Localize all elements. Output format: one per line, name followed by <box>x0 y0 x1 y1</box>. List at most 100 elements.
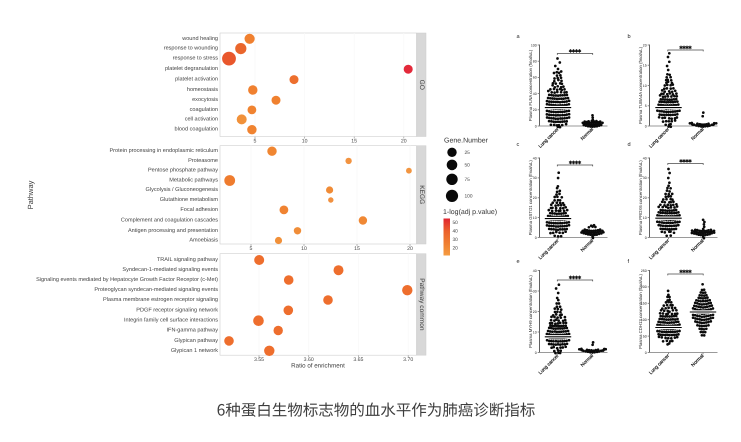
svg-text:response to stress: response to stress <box>173 56 219 62</box>
svg-text:KEGG: KEGG <box>418 185 425 204</box>
svg-text:100: 100 <box>531 43 537 47</box>
svg-text:5: 5 <box>250 246 253 252</box>
svg-text:3.65: 3.65 <box>353 357 363 363</box>
svg-text:0: 0 <box>535 236 537 240</box>
svg-text:150: 150 <box>641 302 647 306</box>
svg-text:blood coagulation: blood coagulation <box>175 126 219 133</box>
svg-text:10: 10 <box>302 138 308 144</box>
svg-text:Protein processing in endoplas: Protein processing in endoplasmic reticu… <box>109 147 218 154</box>
svg-text:40: 40 <box>533 269 537 273</box>
svg-text:cell activation: cell activation <box>185 115 218 122</box>
svg-text:10: 10 <box>301 246 307 252</box>
svg-text:50: 50 <box>643 334 647 338</box>
svg-text:0: 0 <box>645 124 647 128</box>
svg-text:200: 200 <box>641 285 647 289</box>
svg-text:Pathway: Pathway <box>26 180 35 209</box>
svg-text:Proteasome: Proteasome <box>188 158 218 164</box>
svg-text:20: 20 <box>643 43 647 47</box>
svg-text:Metabolic pathways: Metabolic pathways <box>169 177 218 184</box>
svg-text:IFN-gamma pathway: IFN-gamma pathway <box>167 327 219 334</box>
svg-text:Glypican 1 network: Glypican 1 network <box>171 347 218 354</box>
svg-text:Pentose phosphate pathway: Pentose phosphate pathway <box>148 167 218 174</box>
svg-text:20: 20 <box>643 196 647 200</box>
svg-text:homeostasis: homeostasis <box>187 86 218 93</box>
svg-text:30: 30 <box>533 289 537 293</box>
svg-text:20: 20 <box>533 108 537 112</box>
svg-text:a: a <box>517 34 521 40</box>
svg-text:GO: GO <box>418 80 425 90</box>
svg-text:3.55: 3.55 <box>254 357 264 363</box>
svg-text:20: 20 <box>533 310 537 314</box>
svg-text:Plasma PRDX6 concentration (fm: Plasma PRDX6 concentration (fmol/uL) <box>638 160 643 236</box>
svg-text:PDGF receptor signaling networ: PDGF receptor signaling network <box>136 306 218 313</box>
svg-text:50: 50 <box>465 163 471 169</box>
svg-text:Syndecan-1-mediated signaling: Syndecan-1-mediated signaling events <box>122 266 218 273</box>
svg-text:Proteoglycan syndecan-mediated: Proteoglycan syndecan-mediated signaling… <box>94 286 218 293</box>
svg-text:platelet degranulation: platelet degranulation <box>165 65 218 72</box>
svg-text:response to wounding: response to wounding <box>164 45 218 52</box>
svg-text:Ratio of enrichment: Ratio of enrichment <box>291 363 345 370</box>
svg-text:Plasma CDH13 concentration (fm: Plasma CDH13 concentration (fmol/uL) <box>638 274 643 349</box>
svg-text:50: 50 <box>453 220 459 226</box>
svg-text:Complement and coagulation cas: Complement and coagulation cascades <box>121 217 218 224</box>
svg-text:25: 25 <box>465 150 471 156</box>
svg-text:Pathway common: Pathway common <box>418 278 425 331</box>
svg-text:platelet activation: platelet activation <box>175 76 218 83</box>
svg-text:0: 0 <box>535 124 537 128</box>
svg-text:c: c <box>517 142 520 148</box>
svg-text:60: 60 <box>533 76 537 80</box>
svg-text:20: 20 <box>401 138 407 144</box>
svg-text:b: b <box>628 33 631 40</box>
svg-text:wound healing: wound healing <box>181 35 218 42</box>
svg-text:1-log(adj p.value): 1-log(adj p.value) <box>443 208 497 216</box>
svg-text:Signaling events mediated by H: Signaling events mediated by Hepatocyte … <box>36 276 218 283</box>
svg-text:Plasma FLNA concentration (fmo: Plasma FLNA concentration (fmol/uL) <box>528 49 533 121</box>
svg-text:d: d <box>628 141 631 148</box>
svg-text:Focal adhesion: Focal adhesion <box>180 206 218 213</box>
svg-text:250: 250 <box>641 269 647 273</box>
svg-text:0: 0 <box>645 236 647 240</box>
svg-text:coagulation: coagulation <box>190 106 218 113</box>
svg-text:Plasma GSTO1 concentration (fm: Plasma GSTO1 concentration (fmol/uL) <box>528 160 533 236</box>
svg-text:15: 15 <box>351 138 357 144</box>
svg-text:20: 20 <box>407 246 413 252</box>
svg-text:40: 40 <box>643 156 647 160</box>
svg-text:3.60: 3.60 <box>304 357 314 363</box>
svg-text:5: 5 <box>254 138 257 144</box>
svg-text:10: 10 <box>643 84 647 88</box>
svg-text:e: e <box>517 259 520 265</box>
svg-text:exocytosis: exocytosis <box>192 96 218 103</box>
svg-text:Plasma membrane estrogen recep: Plasma membrane estrogen receptor signal… <box>103 296 218 303</box>
svg-text:Integrin family cell surface i: Integrin family cell surface interaction… <box>124 317 218 324</box>
svg-text:30: 30 <box>643 176 647 180</box>
svg-text:5: 5 <box>645 104 647 108</box>
svg-text:Amoebiasis: Amoebiasis <box>189 237 218 244</box>
svg-text:TRAIL signaling pathway: TRAIL signaling pathway <box>157 256 218 263</box>
svg-text:30: 30 <box>533 176 537 180</box>
svg-text:Plasma TUBA4A concentration (f: Plasma TUBA4A concentration (fmol/uL) <box>638 46 643 124</box>
svg-text:3.70: 3.70 <box>403 357 413 363</box>
svg-text:75: 75 <box>465 177 471 183</box>
svg-text:0: 0 <box>645 351 647 355</box>
svg-text:Gene.Number: Gene.Number <box>444 137 489 145</box>
svg-text:10: 10 <box>533 216 537 220</box>
svg-text:Glypican pathway: Glypican pathway <box>174 337 218 344</box>
svg-text:Glycolysis / Gluconeogenesis: Glycolysis / Gluconeogenesis <box>146 186 219 193</box>
svg-text:15: 15 <box>354 246 360 252</box>
svg-text:80: 80 <box>533 60 537 64</box>
svg-text:0: 0 <box>535 351 537 355</box>
svg-text:f: f <box>628 258 630 265</box>
svg-text:10: 10 <box>643 216 647 220</box>
svg-text:Plasma MYH9 concentration (fmo: Plasma MYH9 concentration (fmol/uL) <box>528 275 533 348</box>
svg-text:20: 20 <box>453 245 459 251</box>
svg-text:100: 100 <box>641 318 647 322</box>
svg-text:Antigen processing and present: Antigen processing and presentation <box>128 227 218 234</box>
svg-text:40: 40 <box>453 228 459 234</box>
svg-text:30: 30 <box>453 237 459 243</box>
svg-text:20: 20 <box>533 196 537 200</box>
svg-text:100: 100 <box>465 194 473 200</box>
svg-text:Glutathione metabolism: Glutathione metabolism <box>160 196 219 203</box>
svg-text:10: 10 <box>533 330 537 334</box>
svg-text:15: 15 <box>643 64 647 68</box>
svg-text:40: 40 <box>533 92 537 96</box>
